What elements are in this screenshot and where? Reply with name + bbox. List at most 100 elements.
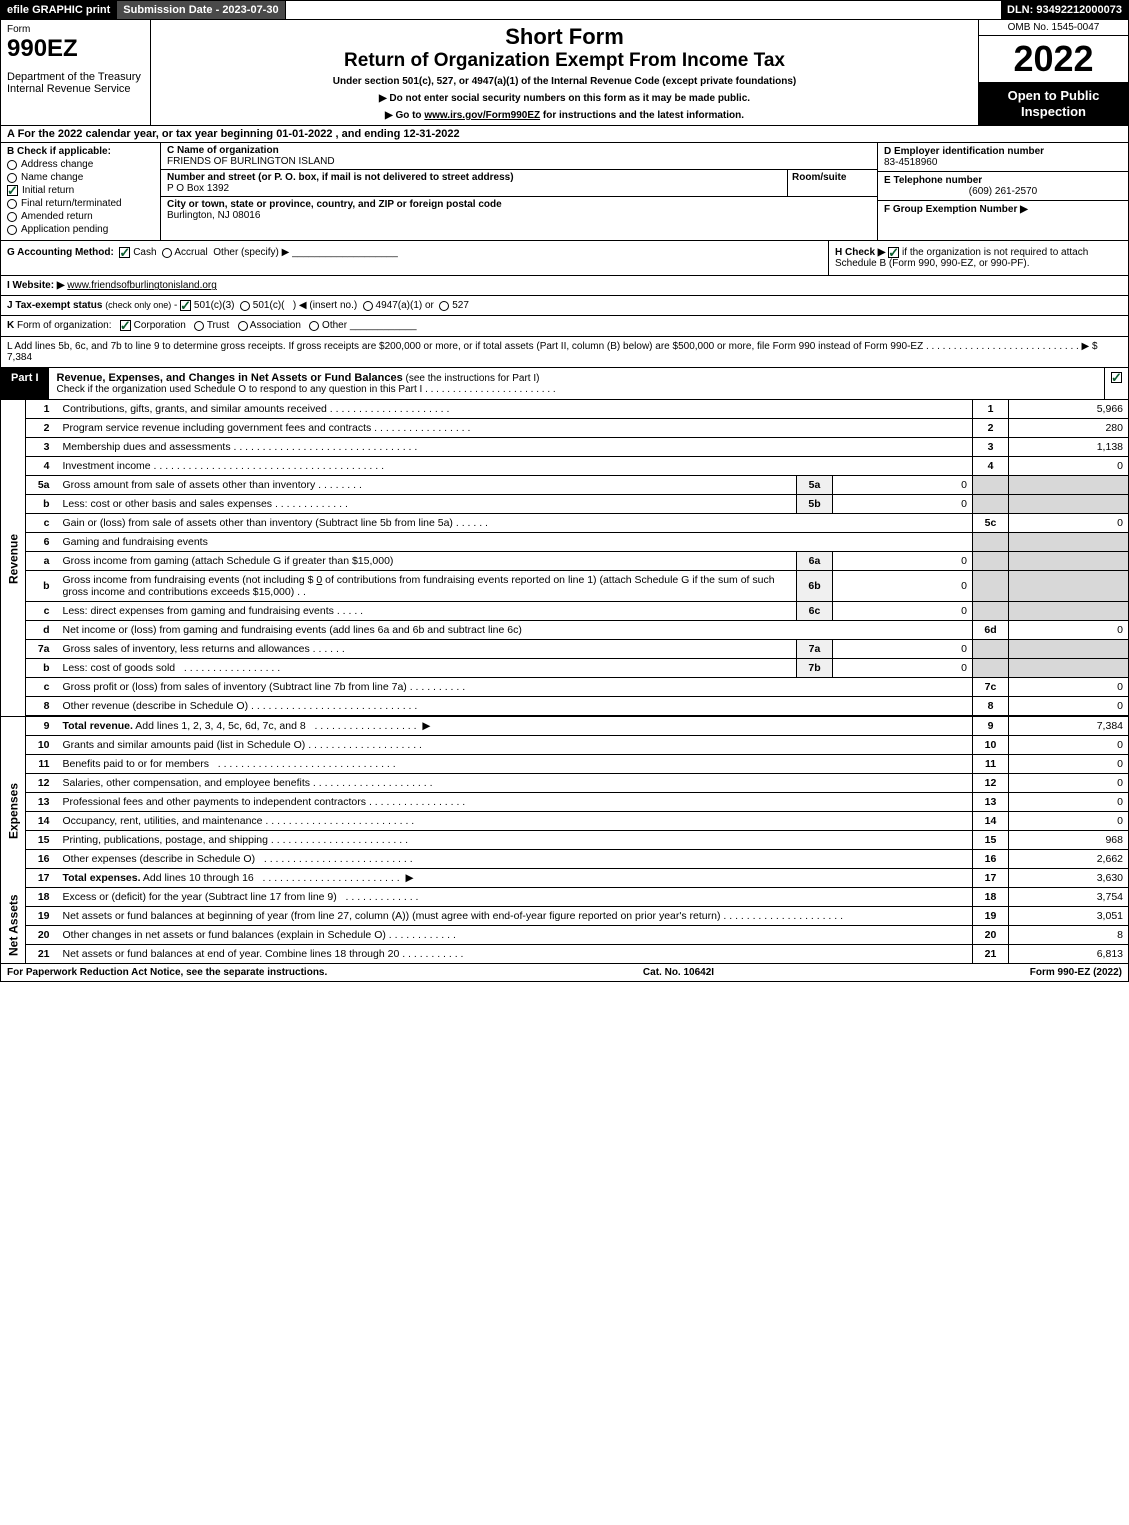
line-ref: 2 bbox=[973, 418, 1009, 437]
lines-table: Revenue 1 Contributions, gifts, grants, … bbox=[0, 400, 1129, 964]
dln: DLN: 93492212000073 bbox=[1001, 1, 1128, 19]
grey-cell bbox=[1009, 658, 1129, 677]
line-desc: Professional fees and other payments to … bbox=[58, 792, 973, 811]
grey-cell bbox=[973, 532, 1009, 551]
sub-ref: 6c bbox=[797, 601, 833, 620]
radio-icon bbox=[7, 225, 17, 235]
cash-label: Cash bbox=[133, 247, 156, 258]
street-label: Number and street (or P. O. box, if mail… bbox=[167, 172, 514, 183]
efile-label: efile GRAPHIC print bbox=[1, 1, 117, 19]
row-gh: G Accounting Method: Cash Accrual Other … bbox=[0, 241, 1129, 276]
line-desc: Program service revenue including govern… bbox=[58, 418, 973, 437]
table-row: 5a Gross amount from sale of assets othe… bbox=[1, 475, 1129, 494]
line-val: 6,813 bbox=[1009, 944, 1129, 963]
line-val: 0 bbox=[1009, 754, 1129, 773]
line-desc: Other revenue (describe in Schedule O) .… bbox=[58, 696, 973, 716]
radio-icon bbox=[439, 301, 449, 311]
line-desc: Gross income from fundraising events (no… bbox=[58, 570, 797, 601]
row-l-val: 7,384 bbox=[7, 352, 32, 363]
other-label: Other (specify) ▶ bbox=[213, 247, 289, 258]
row-l: L Add lines 5b, 6c, and 7b to line 9 to … bbox=[0, 337, 1129, 368]
table-row: 9 Total revenue. Add lines 1, 2, 3, 4, 5… bbox=[1, 716, 1129, 736]
website-link[interactable]: www.friendsofburlingtonisland.org bbox=[67, 280, 217, 291]
line-ref: 3 bbox=[973, 437, 1009, 456]
short-form-title: Short Form bbox=[161, 24, 968, 50]
ein-row: D Employer identification number 83-4518… bbox=[878, 143, 1128, 172]
grey-cell bbox=[973, 601, 1009, 620]
table-row: 4 Investment income . . . . . . . . . . … bbox=[1, 456, 1129, 475]
line-num: a bbox=[26, 551, 58, 570]
line-num: 1 bbox=[26, 400, 58, 419]
line-num: b bbox=[26, 570, 58, 601]
chk-amended-return[interactable]: Amended return bbox=[7, 211, 154, 222]
street: P O Box 1392 bbox=[167, 183, 229, 194]
line-val: 2,662 bbox=[1009, 849, 1129, 868]
line-ref: 17 bbox=[973, 868, 1009, 887]
line-ref: 7c bbox=[973, 677, 1009, 696]
sub-val: 0 bbox=[833, 658, 973, 677]
line-desc: Gain or (loss) from sale of assets other… bbox=[58, 513, 973, 532]
table-row: 17 Total expenses. Add lines 10 through … bbox=[1, 868, 1129, 887]
line-desc: Gross profit or (loss) from sales of inv… bbox=[58, 677, 973, 696]
check-icon bbox=[7, 185, 18, 196]
phone-label: E Telephone number bbox=[884, 175, 982, 186]
line-ref: 10 bbox=[973, 735, 1009, 754]
chk-label: Initial return bbox=[22, 185, 74, 196]
grey-cell bbox=[1009, 551, 1129, 570]
chk-application-pending[interactable]: Application pending bbox=[7, 224, 154, 235]
line-num: 15 bbox=[26, 830, 58, 849]
schedule-b-check: H Check ▶ if the organization is not req… bbox=[828, 241, 1128, 275]
form-label: Form bbox=[7, 24, 144, 35]
radio-icon bbox=[363, 301, 373, 311]
chk-name-change[interactable]: Name change bbox=[7, 172, 154, 183]
table-row: 7a Gross sales of inventory, less return… bbox=[1, 639, 1129, 658]
top-bar: efile GRAPHIC print Submission Date - 20… bbox=[0, 0, 1129, 20]
row-j: J Tax-exempt status (check only one) - 5… bbox=[0, 296, 1129, 316]
instruction-1: ▶ Do not enter social security numbers o… bbox=[161, 93, 968, 104]
col-def: D Employer identification number 83-4518… bbox=[878, 143, 1128, 240]
sub-val: 0 bbox=[833, 475, 973, 494]
radio-icon bbox=[7, 173, 17, 183]
table-row: c Gross profit or (loss) from sales of i… bbox=[1, 677, 1129, 696]
sub-val: 0 bbox=[833, 601, 973, 620]
check-icon bbox=[119, 247, 130, 258]
radio-icon bbox=[240, 301, 250, 311]
line-val: 3,630 bbox=[1009, 868, 1129, 887]
city-row: City or town, state or province, country… bbox=[161, 197, 877, 223]
phone-row: E Telephone number (609) 261-2570 bbox=[878, 172, 1128, 201]
chk-address-change[interactable]: Address change bbox=[7, 159, 154, 170]
line-num: 14 bbox=[26, 811, 58, 830]
line-val: 0 bbox=[1009, 735, 1129, 754]
radio-icon bbox=[194, 321, 204, 331]
line-num: 21 bbox=[26, 944, 58, 963]
line-val: 3,051 bbox=[1009, 906, 1129, 925]
line-num: c bbox=[26, 677, 58, 696]
line-num: c bbox=[26, 601, 58, 620]
radio-icon bbox=[7, 199, 17, 209]
check-icon bbox=[120, 320, 131, 331]
side-label-net-assets: Net Assets bbox=[1, 887, 26, 963]
irs-link[interactable]: www.irs.gov/Form990EZ bbox=[424, 110, 540, 121]
line-desc: Net income or (loss) from gaming and fun… bbox=[58, 620, 973, 639]
chk-label: Amended return bbox=[21, 211, 93, 222]
row-i: I Website: ▶ www.friendsofburlingtonisla… bbox=[0, 276, 1129, 296]
radio-icon bbox=[162, 248, 172, 258]
chk-final-return[interactable]: Final return/terminated bbox=[7, 198, 154, 209]
city-label: City or town, state or province, country… bbox=[167, 199, 502, 210]
row-a: A For the 2022 calendar year, or tax yea… bbox=[0, 126, 1129, 143]
g-label: G Accounting Method: bbox=[7, 247, 114, 258]
side-label-expenses: Expenses bbox=[1, 735, 26, 887]
part1-schedule-o-check[interactable] bbox=[1104, 368, 1128, 399]
table-row: 3 Membership dues and assessments . . . … bbox=[1, 437, 1129, 456]
line-ref: 9 bbox=[973, 716, 1009, 736]
dept-label: Department of the Treasury Internal Reve… bbox=[7, 71, 144, 95]
part1-title-bold: Revenue, Expenses, and Changes in Net As… bbox=[57, 372, 403, 384]
h-label: H Check ▶ bbox=[835, 247, 885, 258]
line-val: 0 bbox=[1009, 456, 1129, 475]
header-right: OMB No. 1545-0047 2022 Open to Public In… bbox=[978, 20, 1128, 125]
line-desc: Occupancy, rent, utilities, and maintena… bbox=[58, 811, 973, 830]
part1-title-rest: (see the instructions for Part I) bbox=[403, 373, 540, 384]
chk-label: Address change bbox=[21, 159, 93, 170]
line-num: 6 bbox=[26, 532, 58, 551]
chk-initial-return[interactable]: Initial return bbox=[7, 185, 154, 196]
